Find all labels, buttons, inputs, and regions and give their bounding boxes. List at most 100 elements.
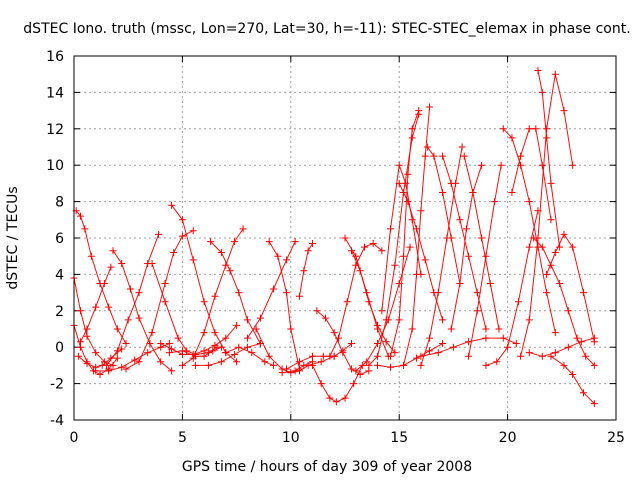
- data-point: [131, 356, 139, 364]
- y-tick-label: 16: [46, 49, 64, 65]
- data-point: [235, 343, 243, 351]
- x-tick-label: 15: [390, 430, 408, 446]
- data-point: [413, 225, 421, 233]
- data-point: [109, 361, 117, 369]
- data-point: [282, 365, 290, 373]
- data-point: [564, 343, 572, 351]
- data-point: [478, 161, 486, 169]
- series: [295, 239, 316, 300]
- data-point: [113, 347, 121, 355]
- series: [482, 207, 542, 369]
- data-point: [135, 314, 143, 322]
- data-point: [378, 307, 386, 315]
- data-point: [217, 249, 225, 257]
- data-point: [178, 232, 186, 240]
- data-point: [321, 314, 329, 322]
- data-point: [105, 303, 113, 311]
- data-point: [265, 238, 273, 246]
- data-point: [326, 394, 334, 402]
- series: [365, 110, 423, 369]
- series: [191, 340, 264, 369]
- data-point: [81, 225, 89, 233]
- data-point: [269, 285, 277, 293]
- data-point: [525, 198, 533, 206]
- data-point: [569, 161, 577, 169]
- data-point: [161, 298, 169, 306]
- data-point: [408, 325, 416, 333]
- data-point: [426, 334, 434, 342]
- data-point: [395, 161, 403, 169]
- series-line: [299, 243, 313, 297]
- data-point: [170, 249, 178, 257]
- data-point: [135, 289, 143, 297]
- data-point: [543, 134, 551, 142]
- x-tick-label: 20: [499, 430, 517, 446]
- data-point: [547, 179, 555, 187]
- series-line: [502, 128, 556, 334]
- data-point: [538, 352, 546, 360]
- data-point: [391, 261, 399, 269]
- data-point: [352, 367, 360, 375]
- data-point: [83, 325, 91, 333]
- data-point: [317, 380, 325, 388]
- data-point: [174, 334, 182, 342]
- data-point: [538, 243, 546, 251]
- series: [352, 243, 414, 375]
- data-point: [525, 125, 533, 133]
- data-point: [590, 361, 598, 369]
- data-point: [404, 198, 412, 206]
- data-point: [155, 230, 163, 238]
- plot-frame: [73, 55, 617, 421]
- data-point: [590, 334, 598, 342]
- x-axis-title: GPS time / hours of day 309 of year 2008: [182, 459, 472, 475]
- series-line: [403, 106, 431, 366]
- series-line: [463, 155, 500, 330]
- data-point: [207, 238, 215, 246]
- series: [465, 161, 505, 360]
- data-point: [556, 243, 564, 251]
- series: [168, 201, 241, 366]
- data-point: [465, 338, 473, 346]
- data-point: [499, 334, 507, 342]
- data-point: [406, 243, 414, 251]
- data-point: [423, 143, 431, 151]
- data-point: [365, 361, 373, 369]
- data-point: [508, 134, 516, 142]
- data-point: [486, 280, 494, 287]
- data-point: [504, 343, 512, 351]
- data-point: [230, 350, 238, 358]
- data-point: [382, 316, 390, 324]
- data-point: [165, 349, 173, 357]
- data-point: [226, 267, 234, 275]
- data-point: [124, 316, 132, 324]
- data-point: [148, 259, 156, 267]
- data-point: [495, 325, 503, 333]
- series: [417, 143, 466, 369]
- series-line: [106, 233, 160, 366]
- data-point: [157, 358, 165, 366]
- data-point: [560, 361, 568, 369]
- data-point: [517, 152, 525, 160]
- series: [417, 334, 520, 360]
- data-point: [109, 247, 117, 255]
- data-point: [165, 340, 173, 348]
- data-point: [551, 329, 559, 337]
- series-line: [442, 155, 487, 330]
- data-point: [168, 345, 176, 353]
- data-point: [222, 334, 230, 342]
- data-point: [551, 70, 559, 78]
- data-point: [200, 298, 208, 306]
- data-point: [443, 234, 451, 242]
- data-point: [308, 352, 316, 360]
- data-point: [83, 360, 91, 368]
- series: [313, 307, 373, 378]
- y-tick-label: -4: [50, 413, 64, 429]
- series: [460, 152, 503, 333]
- data-point: [382, 338, 390, 346]
- data-point: [374, 352, 382, 360]
- data-point: [243, 343, 251, 351]
- series-line: [550, 355, 595, 405]
- series-line: [112, 250, 173, 372]
- data-point: [582, 352, 590, 360]
- data-point: [157, 340, 165, 348]
